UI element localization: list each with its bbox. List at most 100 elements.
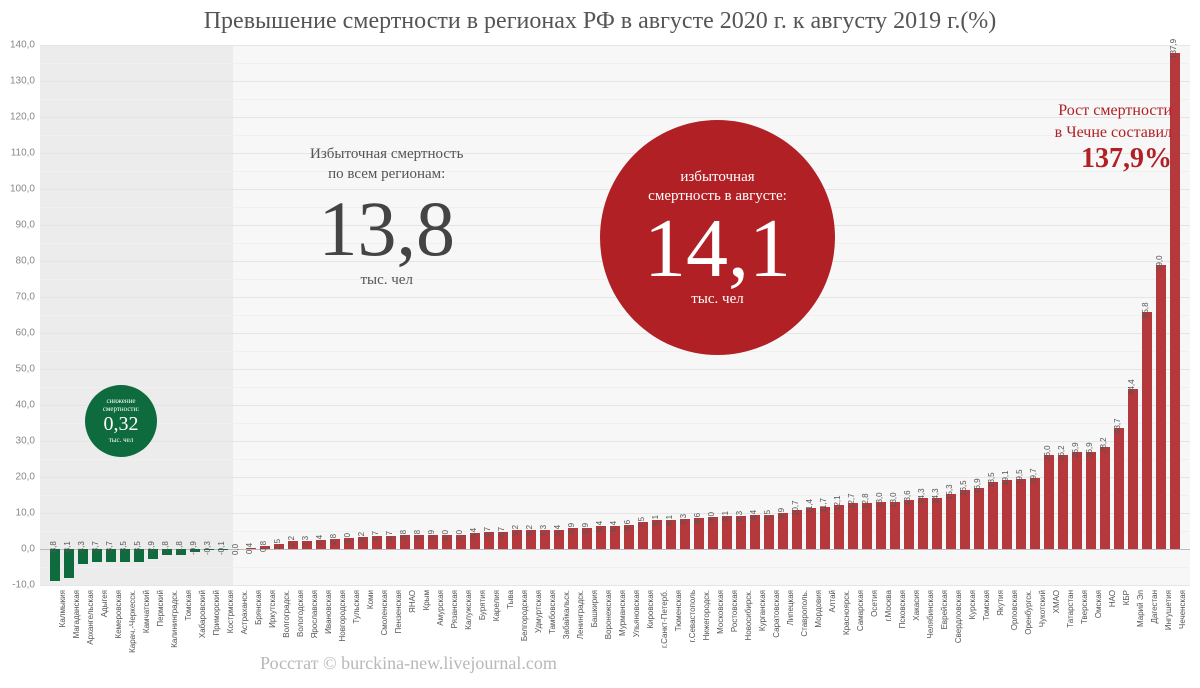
- x-tick-label: Тюменская: [674, 590, 683, 631]
- bar: [862, 503, 872, 549]
- bar-value-label: 0,8: [259, 541, 268, 552]
- red-unit: тыс. чел: [691, 291, 743, 308]
- green-summary-circle: снижениесмертности: 0,32 тыс. чел: [85, 385, 157, 457]
- bar: [1086, 452, 1096, 549]
- x-tick-label: г.Москва: [884, 590, 893, 621]
- bar-value-label: 4,0: [441, 529, 450, 540]
- bar-value-label: -0,3: [203, 541, 212, 555]
- bar-value-label: 3,9: [427, 530, 436, 541]
- bar-value-label: 13,6: [903, 490, 912, 506]
- green-line2: смертности:: [103, 405, 139, 413]
- x-tick-label: Тверская: [1080, 590, 1089, 624]
- bar-value-label: 13,0: [875, 493, 884, 509]
- bar-value-label: 16,9: [973, 479, 982, 495]
- x-tick-label: Кострмская: [226, 590, 235, 633]
- x-tick-label: Саратовская: [772, 590, 781, 638]
- x-tick-label: Камчатский: [142, 590, 151, 633]
- x-tick-label: Мурманская: [618, 590, 627, 636]
- credit-text: Росстат © burckina-new.livejournal.com: [260, 653, 557, 674]
- bar-value-label: 28,2: [1099, 438, 1108, 454]
- x-tick-label: Томская: [982, 590, 991, 621]
- bar: [988, 482, 998, 549]
- bar: [1058, 455, 1068, 549]
- bar-value-label: 3,7: [371, 531, 380, 542]
- y-tick-label: -10,0: [5, 580, 35, 591]
- bar: [960, 490, 970, 549]
- bar-value-label: 7,5: [637, 517, 646, 528]
- x-tick-label: Карелия: [492, 590, 501, 621]
- grey-value: 13,8: [310, 190, 463, 268]
- bar-value-label: 9,3: [735, 510, 744, 521]
- callout-line2: в Чечне составил: [1055, 122, 1172, 144]
- x-tick-label: Калмыкия: [58, 590, 67, 627]
- x-tick-label: Магаданская: [72, 590, 81, 638]
- x-tick-label: Омская: [1094, 590, 1103, 618]
- bar-value-label: 0,4: [245, 542, 254, 553]
- x-tick-label: Чеченская: [1178, 590, 1187, 629]
- x-tick-label: Псковская: [898, 590, 907, 628]
- bar-value-label: 5,2: [511, 525, 520, 536]
- x-tick-label: Ростовская: [730, 590, 739, 632]
- x-tick-label: Красноярск.: [842, 590, 851, 635]
- x-tick-label: Смоленская: [380, 590, 389, 636]
- bar-value-label: -8,8: [49, 541, 58, 555]
- bar-value-label: 4,4: [469, 528, 478, 539]
- bar-value-label: 9,4: [749, 510, 758, 521]
- bar-value-label: 33,7: [1113, 418, 1122, 434]
- bar-value-label: 19,5: [1015, 469, 1024, 485]
- x-tick-label: Карач.-Черкесск.: [128, 590, 137, 653]
- bar: [1100, 447, 1110, 549]
- bar-value-label: -2,9: [147, 541, 156, 555]
- bar-value-label: 1,5: [273, 538, 282, 549]
- x-tick-label: Еврейская: [940, 590, 949, 629]
- bar-value-label: 11,7: [819, 498, 828, 513]
- bar-value-label: 5,2: [525, 525, 534, 536]
- green-unit: тыс. чел: [109, 436, 134, 444]
- y-tick-label: 10,0: [5, 508, 35, 519]
- bar: [792, 510, 802, 549]
- x-tick-label: Московская: [716, 590, 725, 634]
- bar-value-label: 2,8: [329, 534, 338, 545]
- bar-value-label: 3,7: [385, 531, 394, 542]
- x-tick-label: Новосибирск.: [744, 590, 753, 641]
- bar-value-label: 65,8: [1141, 303, 1150, 319]
- bar: [876, 502, 886, 549]
- y-tick-label: 110,0: [5, 148, 35, 159]
- x-tick-label: Ивановская: [324, 590, 333, 634]
- bar-value-label: 2,3: [301, 536, 310, 547]
- bar: [1156, 265, 1166, 549]
- bar-value-label: 5,3: [539, 525, 548, 536]
- x-tick-label: Вологодская: [296, 590, 305, 637]
- x-tick-label: Ульяновская: [632, 590, 641, 637]
- y-tick-label: 80,0: [5, 256, 35, 267]
- bar-value-label: 4,0: [455, 529, 464, 540]
- bar: [1072, 452, 1082, 549]
- x-tick-label: Чукотский: [1038, 590, 1047, 627]
- bar: [904, 500, 914, 549]
- bar-value-label: 9,0: [707, 511, 716, 522]
- bar-value-label: 8,1: [651, 515, 660, 526]
- x-tick-label: Хабаровский: [198, 590, 207, 638]
- y-tick-label: 40,0: [5, 400, 35, 411]
- bar-value-label: -1,8: [175, 541, 184, 555]
- bar: [1016, 479, 1026, 549]
- bar-value-label: 6,4: [609, 521, 618, 532]
- x-tick-label: г.Севастополь: [688, 590, 697, 642]
- bar-value-label: -3,5: [133, 541, 142, 555]
- x-tick-label: Приморский: [212, 590, 221, 636]
- x-tick-label: Мордовия: [814, 590, 823, 628]
- x-tick-label: Нижегородск.: [702, 590, 711, 640]
- bar: [932, 498, 942, 549]
- red-summary-circle: избыточнаясмертность в августе: 14,1 тыс…: [600, 120, 835, 355]
- bar-value-label: 3,8: [399, 530, 408, 541]
- bar: [974, 488, 984, 549]
- y-tick-label: 140,0: [5, 40, 35, 51]
- x-tick-label: Алтай: [828, 590, 837, 613]
- x-tick-label: Ингушетия: [1164, 590, 1173, 630]
- bar-value-label: 26,0: [1043, 446, 1052, 462]
- bar-value-label: 13,0: [889, 493, 898, 509]
- x-tick-label: Забайкальск.: [562, 590, 571, 639]
- bar-value-label: 8,6: [693, 513, 702, 524]
- x-tick-label: Томская: [184, 590, 193, 621]
- bar-value-label: 9,1: [721, 511, 730, 522]
